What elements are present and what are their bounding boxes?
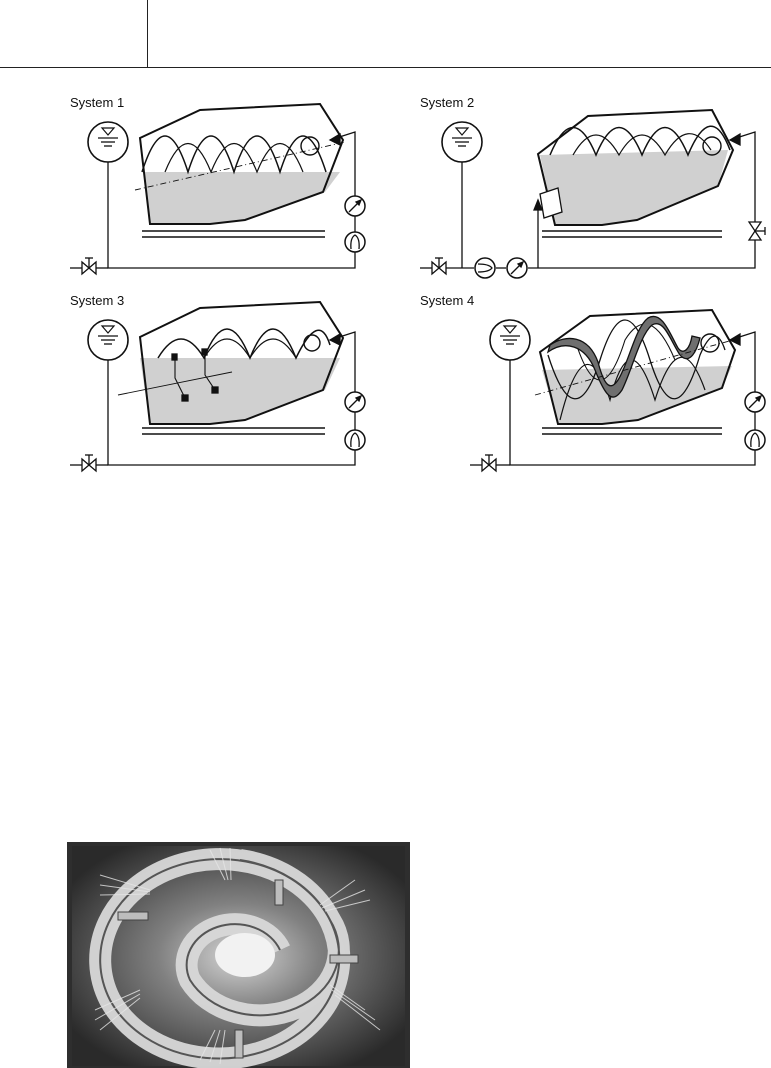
drum-outline <box>536 108 735 226</box>
pump-icon <box>344 429 366 451</box>
rotation-axis <box>534 337 741 396</box>
nozzle-icon <box>700 333 720 353</box>
gauge-icon <box>344 391 366 413</box>
valve-icon <box>747 221 766 241</box>
system-2-diagram <box>420 108 766 279</box>
rotation-axis <box>134 141 346 191</box>
drum-outline <box>138 300 345 425</box>
system-4-label: System 4 <box>420 293 475 308</box>
system-3-label: System 3 <box>70 293 125 308</box>
spray-arcs <box>547 319 726 400</box>
system-4-diagram <box>470 308 766 473</box>
liquid <box>540 150 728 225</box>
spray-arcs <box>141 135 327 175</box>
pump-icon <box>344 231 366 253</box>
nozzle-icon <box>702 136 722 156</box>
tank-level-icon <box>441 121 483 163</box>
liquid <box>140 358 340 424</box>
tank-level-icon <box>87 319 129 361</box>
rotation-axis <box>117 371 233 396</box>
valve-icon <box>481 454 497 473</box>
system-1-label: System 1 <box>70 95 125 110</box>
tank-level-icon <box>87 121 129 163</box>
drum-outline <box>538 308 737 425</box>
header-divider <box>147 0 148 68</box>
drum-outline <box>138 102 345 225</box>
liquid <box>144 172 340 224</box>
mixer-photo <box>67 842 410 1068</box>
pump-icon <box>474 257 496 279</box>
pump-icon <box>744 429 766 451</box>
valve-icon <box>81 454 97 473</box>
system-1-diagram <box>70 102 366 276</box>
gauge-icon <box>506 257 528 279</box>
liquid <box>542 366 732 424</box>
gauge-icon <box>344 195 366 217</box>
spray-arcs <box>549 125 731 157</box>
system-3-diagram <box>70 300 366 473</box>
system-2-label: System 2 <box>420 95 475 110</box>
nozzle-icon <box>300 136 320 156</box>
tank-level-icon <box>489 319 531 361</box>
nozzle-icon <box>303 334 321 352</box>
valve-icon <box>431 257 447 276</box>
gauge-icon <box>744 391 766 413</box>
header-rule <box>0 67 771 68</box>
valve-icon <box>81 257 97 276</box>
helical-band <box>546 315 701 398</box>
